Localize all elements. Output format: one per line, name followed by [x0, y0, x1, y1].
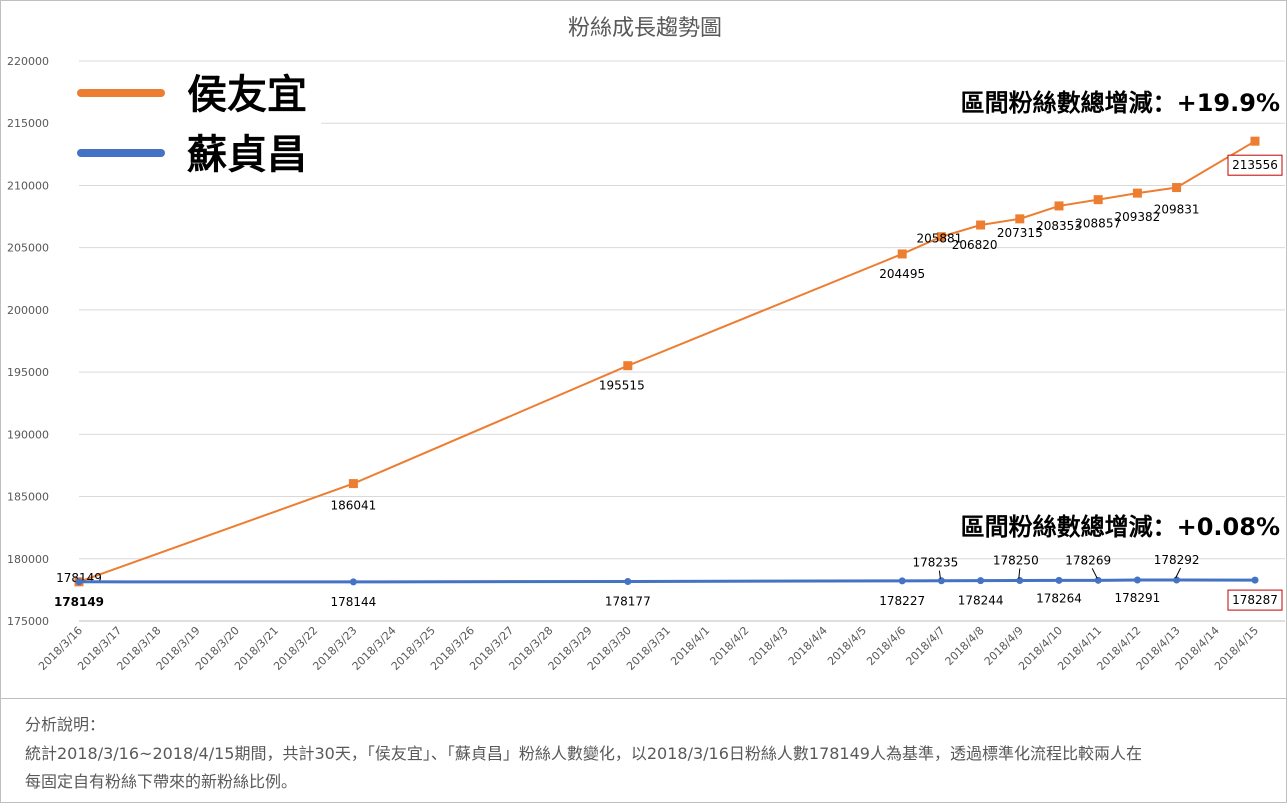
data-label: 178291 [1114, 591, 1160, 605]
data-label: 178250 [993, 554, 1039, 568]
data-point-0 [936, 232, 946, 242]
data-point-0 [623, 361, 633, 371]
data-label: 178244 [958, 594, 1004, 608]
data-label: 206820 [952, 238, 998, 252]
data-point-0 [976, 220, 986, 230]
chart-title: 粉絲成長趨勢圖 [568, 16, 722, 41]
data-label: 209382 [1114, 210, 1160, 224]
x-tick-label: 2018/4/5 [825, 624, 869, 668]
data-label: 178177 [605, 594, 651, 608]
data-point-1 [75, 578, 83, 586]
data-label-leader [1018, 568, 1021, 579]
data-label: 204495 [879, 267, 925, 281]
data-point-1 [937, 577, 945, 585]
data-point-0 [1132, 188, 1142, 198]
base-value-label: 178149 [54, 595, 104, 609]
y-tick-label: 180000 [7, 553, 49, 566]
data-label-leader [938, 570, 941, 579]
data-label: 208857 [1075, 217, 1121, 231]
data-point-1 [1055, 576, 1063, 584]
summary-blue: 區間粉絲數總增減：+0.08% [961, 513, 1280, 541]
data-label-box [1227, 154, 1283, 176]
data-label-leader [1091, 568, 1098, 579]
data-point-1 [349, 578, 357, 586]
notes-line-2: 每固定自有粉絲下帶來的新粉絲比例。 [25, 772, 298, 791]
data-point-1 [898, 577, 906, 585]
data-point-0 [1172, 183, 1182, 193]
legend-label-0: 侯友宜 [187, 72, 307, 118]
x-tick-label: 2018/4/1 [668, 624, 712, 668]
data-point-0 [1054, 201, 1064, 211]
x-tick-label: 2018/4/2 [707, 624, 751, 668]
legend-label-1: 蘇貞昌 [187, 132, 307, 178]
y-tick-label: 200000 [7, 304, 49, 317]
data-point-1 [1133, 576, 1141, 584]
data-point-0 [897, 249, 907, 259]
series-line-0 [78, 140, 1256, 583]
data-point-0 [348, 479, 358, 489]
data-point-1 [1016, 577, 1024, 585]
data-point-1 [977, 577, 985, 585]
data-point-0 [1015, 214, 1025, 224]
data-label: 208353 [1036, 219, 1082, 233]
x-tick-label: 2018/4/4 [786, 624, 830, 668]
data-point-1 [1094, 576, 1102, 584]
data-label: 178287 [1232, 593, 1278, 607]
x-tick-label: 2018/4/3 [747, 624, 791, 668]
data-label: 195515 [599, 379, 645, 393]
notes-line-1: 統計2018/3/16~2018/4/15期間，共計30天，「侯友宜」、「蘇貞昌… [25, 744, 1142, 763]
y-tick-label: 220000 [7, 55, 49, 68]
y-tick-label: 175000 [7, 615, 49, 628]
data-label: 205881 [916, 232, 962, 246]
data-label: 178264 [1036, 591, 1082, 605]
data-label: 186041 [330, 499, 376, 513]
analysis-notes: 分析說明： 統計2018/3/16~2018/4/15期間，共計30天，「侯友宜… [1, 698, 1286, 803]
y-tick-label: 185000 [7, 491, 49, 504]
x-tick-label: 2018/4/7 [903, 624, 947, 668]
y-tick-label: 210000 [7, 179, 49, 192]
data-label: 207315 [997, 226, 1043, 240]
data-point-0 [1093, 195, 1103, 205]
data-label: 213556 [1232, 158, 1278, 172]
data-label: 209831 [1154, 203, 1200, 217]
data-label: 178235 [912, 556, 958, 570]
notes-heading: 分析說明： [25, 715, 106, 734]
data-label: 178144 [330, 595, 376, 609]
y-tick-label: 190000 [7, 428, 49, 441]
data-point-1 [624, 577, 632, 585]
data-label: 178292 [1154, 553, 1200, 567]
summary-orange: 區間粉絲數總增減：+19.9% [961, 89, 1280, 117]
data-point-1 [1173, 576, 1181, 584]
data-point-0 [1250, 136, 1260, 146]
data-label-leader [1175, 567, 1182, 579]
y-tick-label: 215000 [7, 117, 49, 130]
x-tick-label: 2018/4/8 [943, 624, 987, 668]
data-label: 178269 [1065, 553, 1111, 567]
x-tick-label: 2018/4/6 [864, 624, 908, 668]
line-chart: 粉絲成長趨勢圖 175000 180000 185000 190000 195000 200… [7, 16, 1285, 673]
series-line-1 [78, 578, 1256, 584]
data-label-box [1227, 589, 1283, 611]
data-point-1 [1251, 576, 1259, 584]
y-tick-label: 205000 [7, 242, 49, 255]
y-tick-label: 195000 [7, 366, 49, 379]
data-label: 178227 [879, 594, 925, 608]
